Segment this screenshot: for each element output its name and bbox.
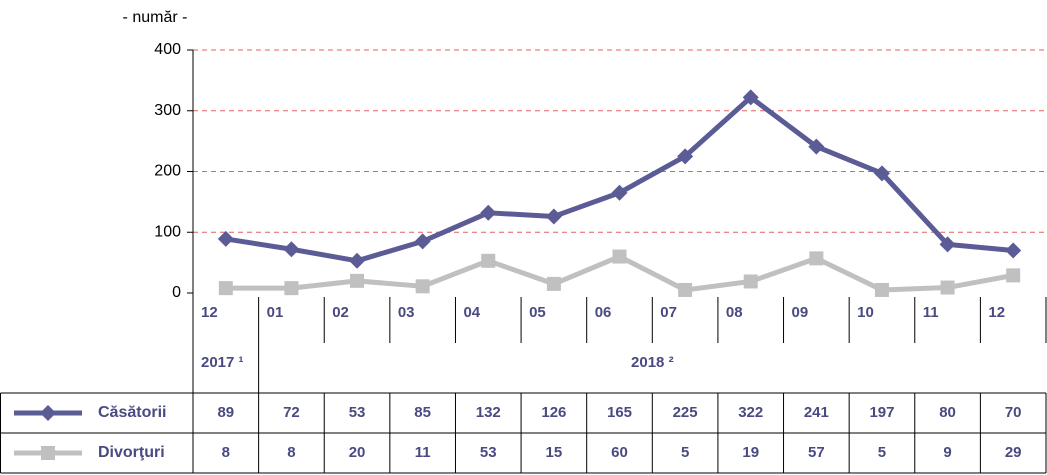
table-value: 9 bbox=[943, 444, 951, 461]
point bbox=[217, 230, 234, 247]
point bbox=[546, 276, 561, 291]
table-value: 60 bbox=[611, 444, 628, 461]
point bbox=[480, 204, 497, 221]
point bbox=[218, 281, 233, 296]
x-tick-label: 07 bbox=[660, 304, 677, 321]
table-value: 15 bbox=[546, 444, 563, 461]
table-value: 132 bbox=[476, 404, 501, 421]
point bbox=[415, 279, 430, 294]
point bbox=[349, 252, 366, 269]
point bbox=[611, 184, 628, 201]
table-value: 11 bbox=[415, 444, 431, 461]
x-tick-label: 12 bbox=[201, 304, 218, 321]
series-line bbox=[225, 94, 1014, 264]
y-axis-label: - număr - bbox=[123, 9, 188, 26]
table-value: 53 bbox=[480, 444, 497, 461]
table-value: 241 bbox=[804, 404, 829, 421]
table-value: 8 bbox=[222, 444, 230, 461]
legend-marker bbox=[41, 446, 55, 460]
point bbox=[283, 241, 300, 258]
x-tick-label: 10 bbox=[857, 304, 874, 321]
x-tick-label: 04 bbox=[463, 304, 480, 321]
point bbox=[874, 282, 889, 297]
table-value: 197 bbox=[869, 404, 894, 421]
table-value: 29 bbox=[1005, 444, 1022, 461]
x-tick-label: 03 bbox=[398, 304, 415, 321]
x-tick-label: 02 bbox=[332, 304, 349, 321]
point bbox=[284, 281, 299, 296]
table-value: 5 bbox=[681, 444, 689, 461]
point bbox=[743, 274, 758, 289]
table-value: 322 bbox=[738, 404, 763, 421]
table-value: 126 bbox=[541, 404, 566, 421]
point bbox=[939, 236, 956, 253]
table-value: 80 bbox=[939, 404, 956, 421]
period-label: 2018 ² bbox=[631, 354, 674, 371]
point bbox=[809, 251, 824, 266]
table-value: 70 bbox=[1005, 404, 1022, 421]
table-value: 225 bbox=[673, 404, 698, 421]
y-tick-label: 300 bbox=[154, 102, 181, 119]
point bbox=[808, 138, 825, 155]
point bbox=[742, 89, 759, 106]
point bbox=[678, 282, 693, 297]
table-value: 57 bbox=[808, 444, 825, 461]
x-tick-label: 12 bbox=[988, 304, 1005, 321]
table-value: 72 bbox=[283, 404, 300, 421]
table-value: 85 bbox=[414, 404, 431, 421]
table-value: 165 bbox=[607, 404, 632, 421]
x-tick-label: 06 bbox=[595, 304, 612, 321]
y-tick-label: 400 bbox=[154, 41, 181, 58]
x-tick-label: 01 bbox=[267, 304, 284, 321]
point bbox=[481, 253, 496, 268]
period-label: 2017 ¹ bbox=[201, 354, 244, 371]
point bbox=[545, 208, 562, 225]
legend-marker bbox=[40, 405, 56, 421]
table-value: 5 bbox=[878, 444, 886, 461]
x-tick-label: 08 bbox=[726, 304, 743, 321]
table-value: 53 bbox=[349, 404, 366, 421]
y-tick-label: 100 bbox=[154, 223, 181, 240]
x-tick-label: 05 bbox=[529, 304, 546, 321]
point bbox=[1006, 268, 1021, 283]
point bbox=[1005, 242, 1022, 259]
table-value: 19 bbox=[742, 444, 759, 461]
point bbox=[677, 148, 694, 165]
point bbox=[940, 280, 955, 295]
table-value: 20 bbox=[349, 444, 366, 461]
x-tick-label: 09 bbox=[792, 304, 809, 321]
table-value: 89 bbox=[217, 404, 234, 421]
table-value: 8 bbox=[287, 444, 295, 461]
point bbox=[350, 273, 365, 288]
legend-label: Căsătorii bbox=[98, 404, 166, 421]
x-tick-label: 11 bbox=[923, 304, 939, 321]
point bbox=[612, 249, 627, 264]
y-tick-label: 0 bbox=[172, 284, 181, 301]
y-tick-label: 200 bbox=[154, 163, 181, 180]
point bbox=[873, 165, 890, 182]
legend-label: Divorţuri bbox=[98, 444, 165, 461]
point bbox=[414, 233, 431, 250]
